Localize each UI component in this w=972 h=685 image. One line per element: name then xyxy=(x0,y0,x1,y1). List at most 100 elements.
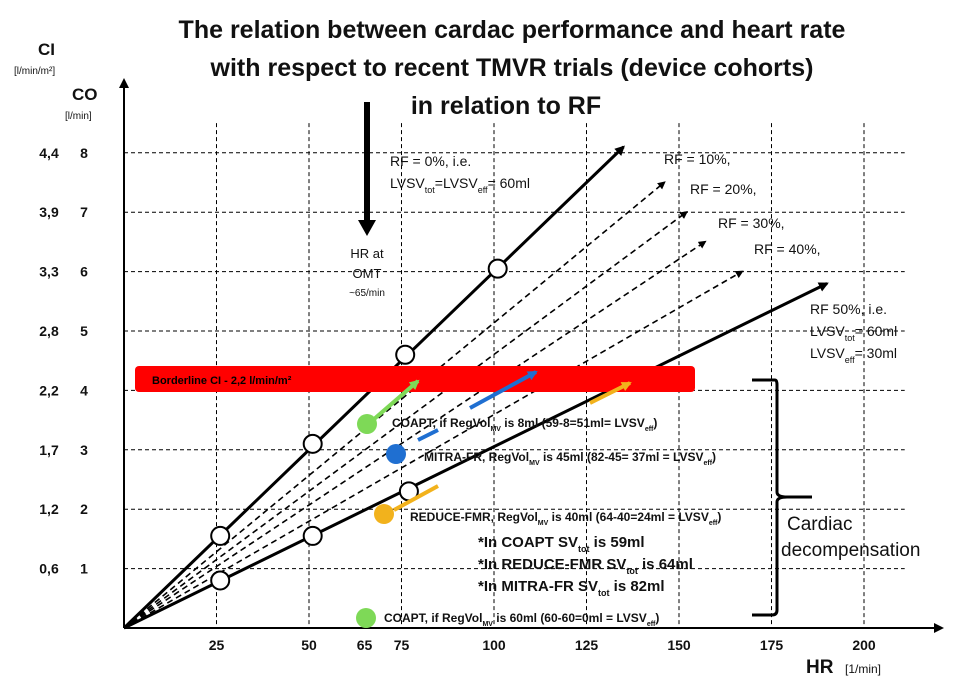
note-1-a: *In REDUCE-FMR SV xyxy=(478,556,626,573)
trial-coapt8-e: ) xyxy=(653,416,657,430)
co-tick-4: 4 xyxy=(80,382,88,398)
rf0-line2-l2d: eff xyxy=(478,185,488,195)
rf0-line2-l2b: tot xyxy=(425,185,436,195)
hr-omt-line2: OMT xyxy=(353,266,382,281)
ci-tick-4: 2,2 xyxy=(39,382,59,398)
x-tick-labels: 25 50 65 75 100 125 150 175 200 xyxy=(209,637,876,653)
hr-axis-label: HR xyxy=(806,657,834,678)
note-2: *In MITRA-FR SVtot is 82ml xyxy=(478,578,665,598)
co-axis-label: CO xyxy=(72,85,98,104)
mitra-marker xyxy=(386,444,406,464)
data-point-2 xyxy=(395,344,416,365)
rf50-line3-l3c: = 30ml xyxy=(855,345,897,361)
trial-mitra-e: ) xyxy=(712,450,716,464)
trial-reduce-d: eff xyxy=(709,520,718,527)
trial-coapt60: COAPT, if RegVolMV is 60ml (60-60=0ml = … xyxy=(384,611,659,628)
borderline-ci-label: Borderline CI - 2,2 l/min/m² xyxy=(152,375,292,387)
rf50-line2: LVSVtot= 60ml xyxy=(810,323,897,343)
trial-mitra: MITRA-FR, RegVolMV is 45ml (82-45= 37ml … xyxy=(424,450,716,467)
x-tick-200: 200 xyxy=(852,637,876,653)
note-2-a: *In MITRA-FR SV xyxy=(478,578,598,595)
data-point-0 xyxy=(210,525,231,546)
note-2-c: is 82ml xyxy=(610,578,665,595)
trial-mitra-b: MV xyxy=(529,460,540,467)
trial-coapt8-c: is 8ml (59-8=51ml= LVSV xyxy=(501,416,645,430)
ci-tick-8: 4,4 xyxy=(39,145,59,161)
note-0-c: is 59ml xyxy=(590,534,645,551)
rf0-line2-l2c: =LVSV xyxy=(435,175,479,191)
label-rf30: RF = 30%, xyxy=(718,215,785,231)
coapt-arrow xyxy=(371,379,420,422)
coapt-60-marker xyxy=(356,608,376,628)
trial-coapt8: COAPT, if RegVolMV is 8ml (59-8=51ml= LV… xyxy=(392,416,657,433)
label-rf40: RF = 40%, xyxy=(754,241,821,257)
trial-reduce-e: ) xyxy=(717,510,721,524)
data-point-3 xyxy=(487,258,508,279)
trial-labels: COAPT, if RegVolMV is 8ml (59-8=51ml= LV… xyxy=(384,416,721,628)
co-axis-unit: [l/min] xyxy=(65,111,92,122)
x-tick-25: 25 xyxy=(209,637,225,653)
hr-omt-arrow-head xyxy=(358,220,376,236)
trial-coapt60-b: MV xyxy=(482,621,493,628)
trial-coapt60-c: is 60ml (60-60=0ml = LVSV xyxy=(493,611,647,625)
data-point-1 xyxy=(302,433,323,454)
trial-notes: *In COAPT SVtot is 59ml*In REDUCE-FMR SV… xyxy=(478,534,693,598)
trial-reduce: REDUCE-FMR, RegVolMV is 40ml (64-40=24ml… xyxy=(410,510,721,527)
label-rf10: RF = 10%, xyxy=(664,151,731,167)
ci-tick-2: 1,2 xyxy=(39,501,59,517)
reduce-arrow-upper xyxy=(589,381,632,405)
ci-tick-6: 3,3 xyxy=(39,264,59,280)
note-2-b: tot xyxy=(598,588,610,598)
data-point-5 xyxy=(302,525,323,546)
note-0-a: *In COAPT SV xyxy=(478,534,578,551)
note-1: *In REDUCE-FMR SVtot is 64ml xyxy=(478,556,693,576)
co-tick-8: 8 xyxy=(80,145,88,161)
cardiac-line1: Cardiac xyxy=(787,514,852,535)
x-tick-50: 50 xyxy=(301,637,317,653)
rf50-line1: RF 50%, i.e. xyxy=(810,301,887,317)
rf0-line2-l2a: LVSV xyxy=(390,175,425,191)
trial-coapt60-a: COAPT, if RegVol xyxy=(384,611,482,625)
x-tick-65: 65 xyxy=(357,637,373,653)
x-tick-100: 100 xyxy=(482,637,506,653)
line-solid-5 xyxy=(123,282,829,630)
trial-mitra-d: eff xyxy=(703,460,712,467)
hr-omt-line3: ~65/min xyxy=(349,288,385,299)
reduce-marker xyxy=(374,504,394,524)
coapt-8-marker xyxy=(357,414,377,434)
rf0-line2-l2e: = 60ml xyxy=(488,175,530,191)
ci-tick-5: 2,8 xyxy=(39,323,59,339)
trial-coapt8-d: eff xyxy=(645,426,654,433)
co-tick-5: 5 xyxy=(80,323,88,339)
x-tick-150: 150 xyxy=(667,637,691,653)
x-tick-175: 175 xyxy=(760,637,784,653)
line-dashed-2 xyxy=(123,211,689,629)
x-tick-125: 125 xyxy=(575,637,599,653)
hr-omt-line1: HR at xyxy=(350,246,384,261)
co-tick-6: 6 xyxy=(80,264,88,280)
trial-mitra-a: MITRA-FR, RegVol xyxy=(424,450,529,464)
trial-reduce-a: REDUCE-FMR, RegVol xyxy=(410,510,538,524)
rf50-line2-l2b: tot xyxy=(845,333,856,343)
rf50-line3-l3a: LVSV xyxy=(810,345,845,361)
data-points xyxy=(210,258,508,591)
trial-coapt60-d: eff xyxy=(647,621,656,628)
ci-tick-labels: 0,6 1,2 1,7 2,2 2,8 3,3 3,9 4,4 xyxy=(39,145,59,577)
mitra-arrow-lower xyxy=(417,428,439,442)
trial-mitra-c: is 45ml (82-45= 37ml = LVSV xyxy=(540,450,704,464)
mitra-arrow-upper xyxy=(469,370,538,410)
reduce-arrow-lower xyxy=(393,484,439,512)
trial-coapt60-e: ) xyxy=(655,611,659,625)
trial-coapt8-a: COAPT, if RegVol xyxy=(392,416,490,430)
co-tick-labels: 1 2 3 4 5 6 7 8 xyxy=(80,145,88,577)
ci-tick-3: 1,7 xyxy=(39,442,59,458)
line-dashed-4 xyxy=(123,270,744,629)
rf50-line2-l2a: LVSV xyxy=(810,323,845,339)
note-0: *In COAPT SVtot is 59ml xyxy=(478,534,645,554)
trial-coapt8-b: MV xyxy=(490,426,501,433)
co-tick-3: 3 xyxy=(80,442,88,458)
decompensation-bracket xyxy=(752,378,812,617)
co-tick-7: 7 xyxy=(80,204,88,220)
